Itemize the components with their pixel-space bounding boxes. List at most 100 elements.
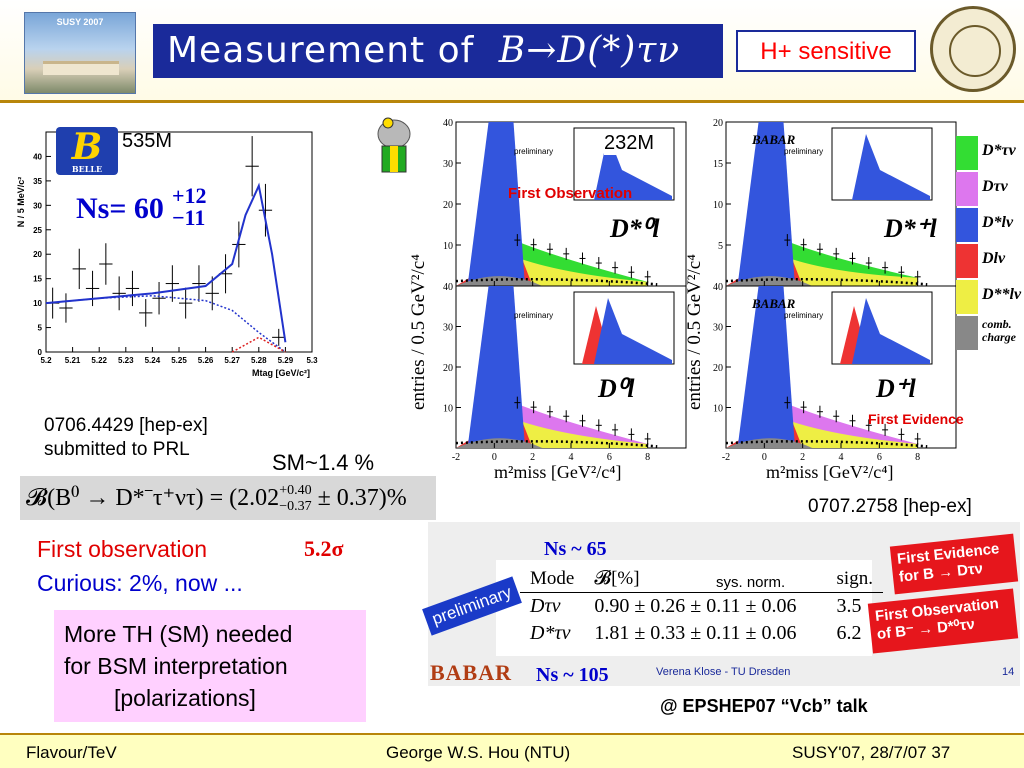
belle-xtick-label: 5.23 (118, 356, 134, 365)
bf-err-up: +0.40 (279, 483, 311, 499)
babar-xtick-label: -2 (722, 452, 730, 463)
babar-ytick-label: 20 (443, 363, 453, 374)
row-mode: Dτν (520, 593, 584, 621)
belle-ytick-label: 5 (38, 324, 43, 333)
babar-ytick-label: 15 (713, 159, 723, 170)
theory-needed-box: More TH (SM) needed for BSM interpretati… (54, 610, 366, 722)
belle-ylabel: N / 5 MeV/c² (16, 177, 26, 228)
ntu-seal-logo (930, 6, 1016, 92)
slide-title: Measurement of B→D(*)τν (153, 24, 723, 78)
babar-panel-logo-sub: preliminary (784, 147, 823, 156)
legend-swatch (956, 208, 978, 242)
legend-item: D**lν (956, 280, 1024, 316)
babar-ylabel-left: entries / 0.5 GeV²/c⁴ (408, 254, 430, 410)
babar-wordmark: BABAR (430, 660, 512, 686)
slide-header: SUSY 2007 Measurement of B→D(*)τν H+ sen… (0, 0, 1024, 103)
belle-ytick-label: 35 (33, 177, 42, 186)
table-row: Dτν 0.90 ± 0.26 ± 0.11 ± 0.06 3.5 (520, 593, 883, 621)
babar-panel-logo: BABAR (751, 132, 796, 147)
th-line2: for BSM interpretation (64, 650, 366, 682)
belle-xtick-label: 5.25 (171, 356, 187, 365)
footer-right: SUSY'07, 28/7/07 37 (792, 743, 950, 763)
belle-ref-line1: 0706.4429 [hep-ex] (44, 414, 208, 438)
babar-xlabel-left: m²miss [GeV²/c⁴] (494, 462, 622, 483)
legend-swatch (956, 316, 978, 350)
legend-item: Dlν (956, 244, 1024, 280)
legend-label: D**lν (982, 286, 1021, 304)
belle-xtick-label: 5.28 (251, 356, 267, 365)
babar-reference: 0707.2758 [hep-ex] (808, 496, 972, 518)
bf-tail: ± 0.37)% (312, 485, 407, 511)
babar-title-dstarplus: D*⁺l (884, 214, 937, 244)
babar-ytick-label: 20 (713, 363, 723, 374)
babar-mmiss-plots: 10203040BABARpreliminary5101520BABARprel… (406, 118, 1024, 488)
babar-ytick-label: 20 (713, 118, 723, 129)
legend-swatch (956, 280, 978, 314)
belle-xtick-label: 5.3 (306, 356, 318, 365)
legend-item: D*τν (956, 136, 1024, 172)
babar-xlabel-right: m²miss [GeV²/c⁴] (766, 462, 894, 483)
bf-main: 𝓑(B⁰ → D*⁻τ⁺ντ) = (2.02 (26, 485, 279, 511)
babar-title-dstar0: D*⁰l (610, 214, 659, 244)
significance-note: 5.2σ (304, 536, 343, 562)
legend-swatch (956, 172, 978, 206)
belle-ytick-label: 0 (38, 348, 43, 357)
belle-xtick-label: 5.29 (278, 356, 294, 365)
babar-ytick-label: 10 (713, 200, 723, 211)
legend-item: D*lν (956, 208, 1024, 244)
table-row: D*τν 1.81 ± 0.33 ± 0.11 ± 0.06 6.2 (520, 620, 883, 647)
legend-swatch (956, 244, 978, 278)
belle-ytick-label: 20 (33, 250, 42, 259)
legend-label: D*lν (982, 214, 1013, 232)
curious-note: Curious: 2%, now ... (37, 570, 243, 597)
legend-swatch (956, 136, 978, 170)
babar-ytick-label: 5 (718, 241, 723, 252)
inner-slide-number: 14 (1002, 666, 1014, 678)
belle-ytick-label: 40 (33, 152, 42, 161)
susy2007-thumbnail: SUSY 2007 (24, 12, 136, 94)
belle-ns-errors: +12 −11 (172, 185, 207, 229)
footer-left: Flavour/TeV (26, 743, 117, 763)
slide-title-text: Measurement of (167, 30, 474, 71)
first-evidence-annotation: First Evidence (868, 411, 964, 427)
epshep-talk-ref: @ EPSHEP07 “Vcb” talk (660, 696, 868, 717)
belle-ns-err-up: +12 (172, 185, 207, 207)
ns-top: Ns ~ 65 (544, 538, 607, 561)
babar-ytick-label: 10 (713, 404, 723, 415)
babar-ytick-label: 40 (443, 118, 453, 129)
belle-ytick-label: 25 (33, 226, 42, 235)
babar-ytick-label: 30 (443, 159, 453, 170)
babar-ytick-label: 10 (443, 404, 453, 415)
babar-panel-logo-sub: preliminary (784, 311, 823, 320)
col-mode: Mode (520, 566, 584, 593)
babar-ytick-label: 20 (443, 200, 453, 211)
belle-xtick-label: 5.24 (145, 356, 161, 365)
belle-ns-err-dn: −11 (172, 207, 207, 229)
credit-line: Verena Klose - TU Dresden (656, 666, 790, 678)
belle-xtick-label: 5.26 (198, 356, 214, 365)
babar-title-dplus: D⁺l (876, 374, 916, 404)
thumbnail-title: SUSY 2007 (25, 17, 135, 27)
col-sign: sign. (807, 566, 883, 593)
row-mode: D*τν (520, 620, 584, 647)
babar-panel-logo-sub: preliminary (514, 147, 553, 156)
babar-ylabel-right: entries / 0.5 GeV²/c⁴ (684, 254, 706, 410)
legend-label: Dτν (982, 178, 1008, 196)
belle-background-curve (46, 296, 285, 352)
belle-events: 535M (122, 130, 172, 153)
castle-image (43, 61, 119, 75)
sys-norm-label: sys. norm. (716, 574, 785, 591)
first-observation-annotation: First Observation (508, 185, 632, 202)
legend-label: comb. charge (982, 318, 1024, 344)
belle-ytick-label: 30 (33, 201, 42, 210)
belle-logo-letter: B (72, 126, 102, 168)
first-observation-note: First observation (37, 536, 207, 563)
belle-xlabel: Mtag [GeV/c²] (252, 368, 310, 378)
babar-ytick-label: 40 (713, 282, 723, 293)
babar-ytick-label: 40 (443, 282, 453, 293)
legend-label: D*τν (982, 142, 1016, 160)
belle-ytick-label: 15 (33, 275, 42, 284)
belle-logo-sub: BELLE (56, 165, 118, 174)
hplus-sensitive-label: H+ sensitive (736, 30, 916, 72)
legend-label: Dlν (982, 250, 1005, 268)
